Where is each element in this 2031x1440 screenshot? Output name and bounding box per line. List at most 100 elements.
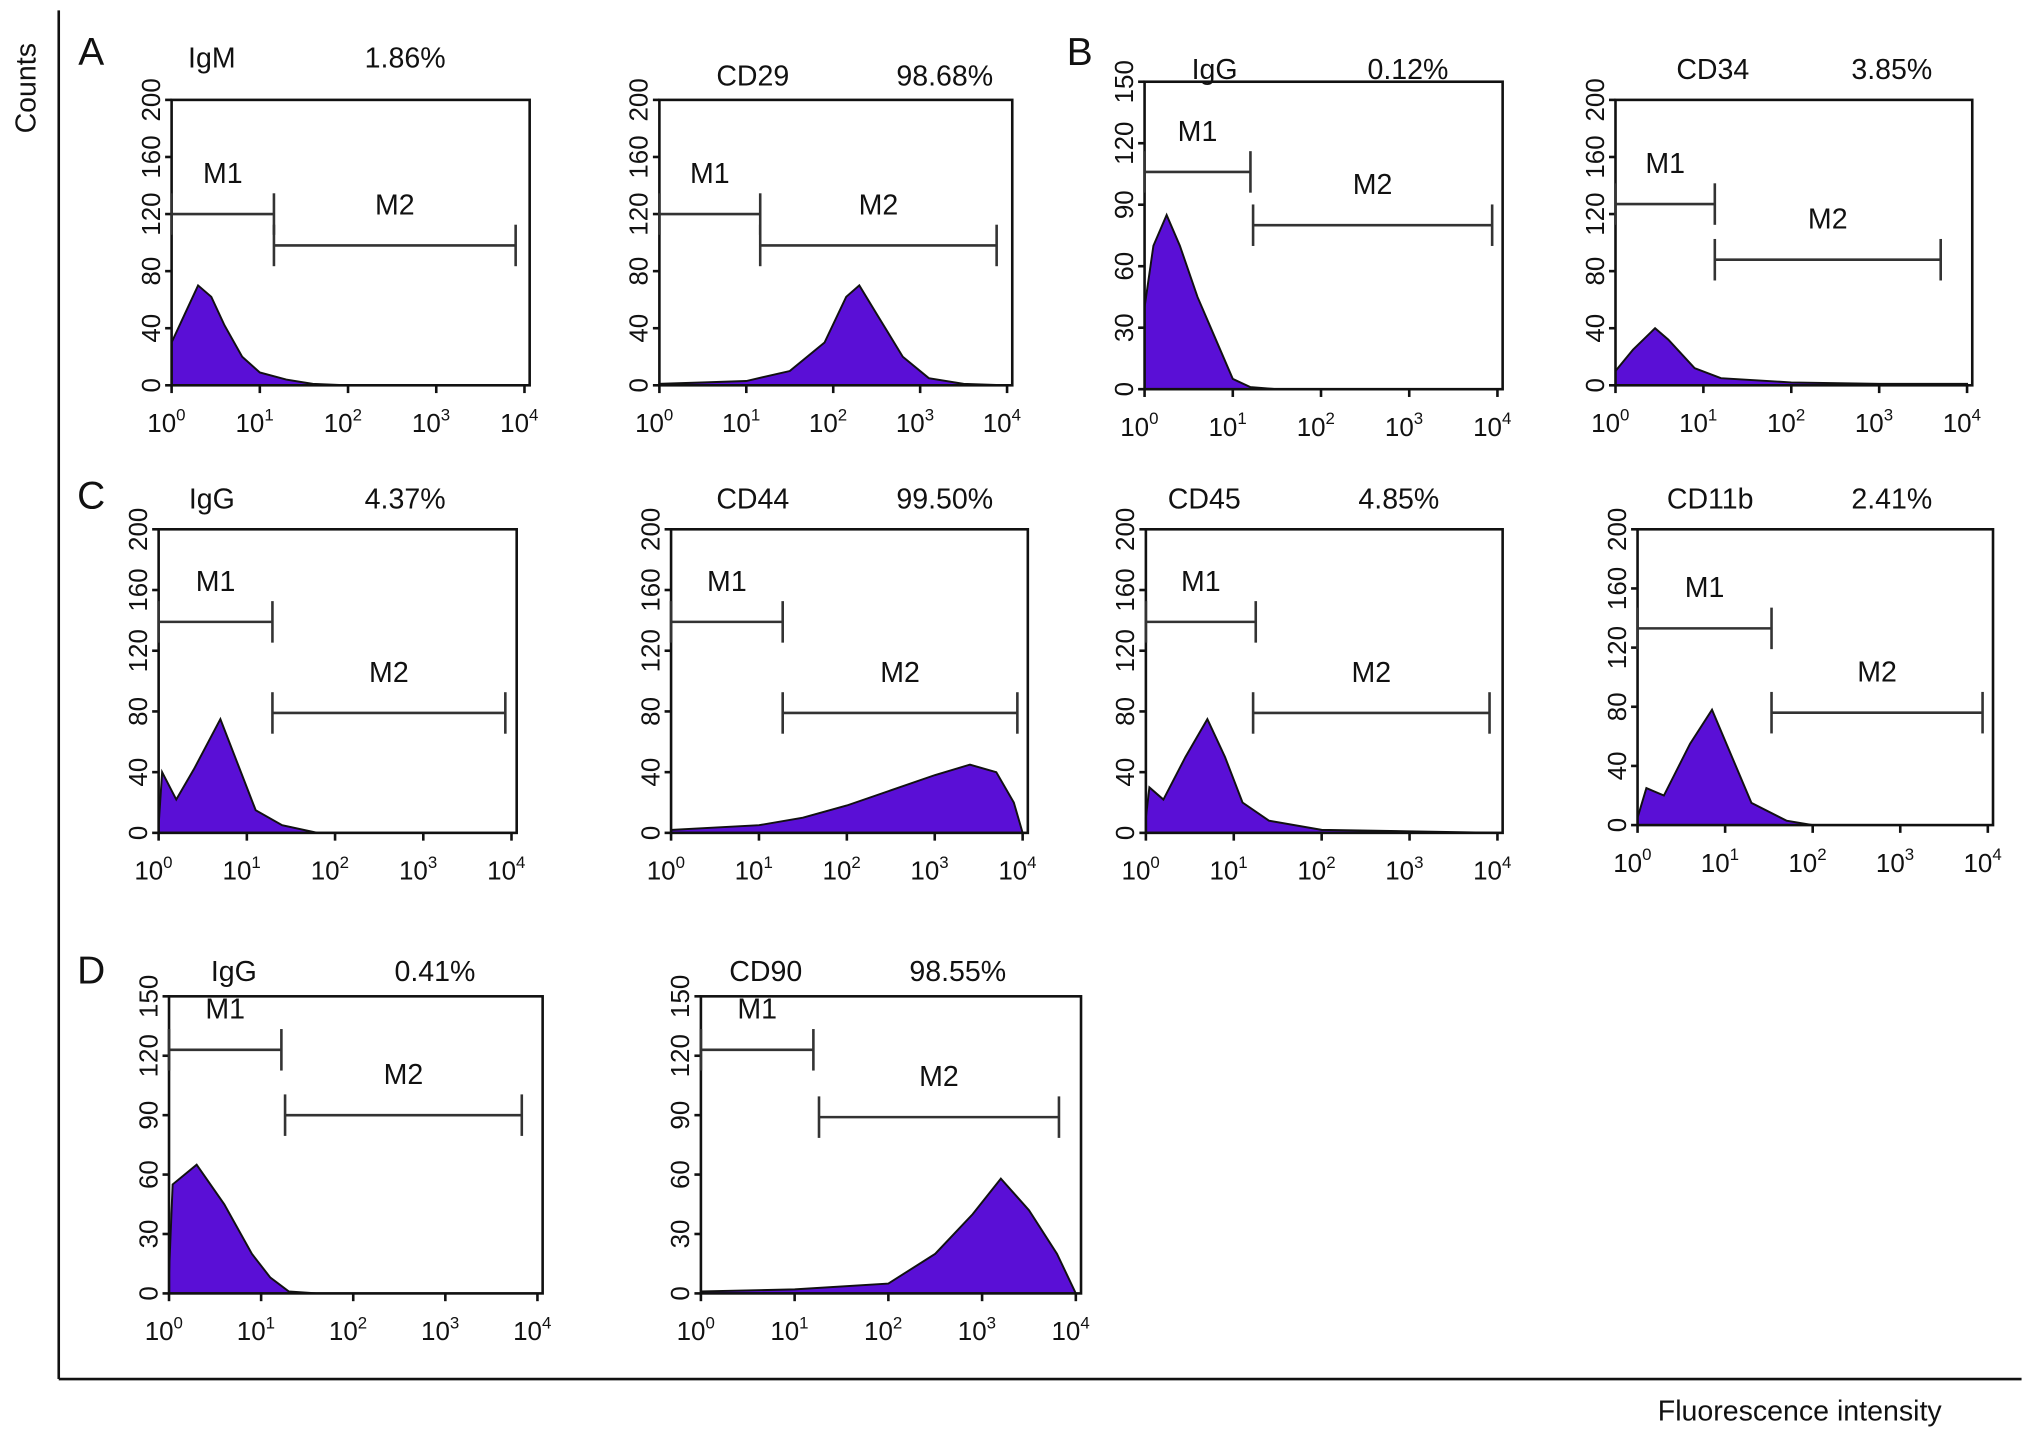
positive-percent: 0.41% — [395, 956, 476, 988]
histogram-area — [1636, 707, 1988, 827]
y-tick-label: 80 — [125, 697, 153, 726]
histogram-area — [1144, 716, 1498, 834]
x-tick-label: 104 — [513, 1313, 551, 1346]
x-tick-exponent: 4 — [516, 853, 525, 872]
x-tick-exponent: 0 — [1150, 853, 1159, 872]
x-tick-exponent: 1 — [266, 1313, 275, 1332]
y-tick-label: 80 — [1112, 697, 1140, 726]
x-tick-exponent: 0 — [1149, 409, 1158, 428]
gate-m2-label: M2 — [919, 1061, 959, 1093]
positive-percent: 3.85% — [1851, 54, 1932, 86]
y-tick-label: 160 — [1112, 568, 1140, 611]
plot-frame — [157, 528, 518, 835]
y-tick-label: 80 — [637, 697, 665, 726]
positive-percent: 98.68% — [896, 61, 993, 93]
y-tick-label: 200 — [138, 78, 166, 121]
x-tick-exponent: 4 — [542, 1313, 551, 1332]
x-tick-exponent: 0 — [1642, 845, 1651, 864]
y-tick-label: 0 — [135, 1286, 163, 1300]
plot-frame — [658, 98, 1014, 387]
x-tick-label: 102 — [311, 853, 349, 886]
y-tick-label: 120 — [637, 629, 665, 672]
x-tick-exponent: 3 — [925, 405, 934, 424]
y-tick-label: 200 — [637, 508, 665, 551]
x-tick-label: 102 — [1788, 845, 1826, 878]
x-tick-label: 103 — [1855, 405, 1893, 438]
x-tick-label: 103 — [1385, 409, 1423, 442]
x-tick-exponent: 4 — [1972, 405, 1981, 424]
x-tick-exponent: 3 — [939, 853, 948, 872]
x-tick-label: 102 — [809, 405, 847, 438]
x-tick-label: 101 — [236, 405, 274, 438]
y-tick-label: 40 — [637, 758, 665, 787]
x-tick-label: 100 — [1613, 845, 1651, 878]
x-tick-exponent: 3 — [1884, 405, 1893, 424]
marker-title: CD44 — [716, 484, 789, 516]
x-tick-label: 101 — [722, 405, 760, 438]
histogram-area — [1614, 326, 1969, 387]
plot-frame — [1144, 528, 1504, 835]
x-tick-label: 101 — [1208, 409, 1246, 442]
x-tick-label: 104 — [1052, 1313, 1090, 1346]
y-tick-label: 120 — [667, 1034, 695, 1077]
y-tick-label: 150 — [667, 975, 695, 1018]
y-axis-label: Counts — [10, 43, 42, 133]
histogram-area — [168, 1163, 538, 1295]
x-tick-exponent: 3 — [1905, 845, 1914, 864]
x-tick-label: 103 — [1385, 853, 1423, 886]
marker-title: IgG — [211, 956, 257, 988]
y-tick-label: 120 — [138, 192, 166, 235]
histogram-area — [670, 763, 1024, 834]
x-tick-label: 101 — [223, 853, 261, 886]
y-tick-label: 150 — [135, 975, 163, 1018]
x-tick-label: 103 — [399, 853, 437, 886]
plot-frame — [170, 98, 531, 387]
gate-m2-label: M2 — [384, 1059, 424, 1091]
x-tick-exponent: 0 — [705, 1313, 714, 1332]
x-tick-label: 100 — [677, 1313, 715, 1346]
x-tick-label: 103 — [896, 405, 934, 438]
x-tick-label: 100 — [147, 405, 185, 438]
y-tick-label: 120 — [1604, 626, 1632, 669]
y-tick-label: 200 — [626, 78, 654, 121]
positive-percent: 4.85% — [1358, 484, 1439, 516]
x-tick-exponent: 4 — [1027, 853, 1036, 872]
gate-m2-label: M2 — [1353, 169, 1393, 201]
panel-letter-d: D — [77, 949, 105, 992]
gate-m2-label: M2 — [1808, 204, 1848, 236]
x-tick-exponent: 1 — [1730, 845, 1739, 864]
plot-frame — [1636, 528, 1995, 827]
x-tick-exponent: 3 — [441, 405, 450, 424]
x-tick-label: 101 — [237, 1313, 275, 1346]
x-tick-label: 104 — [1943, 405, 1981, 438]
y-tick-label: 150 — [1111, 60, 1139, 103]
x-tick-exponent: 4 — [1502, 853, 1511, 872]
plot-frame — [699, 995, 1083, 1295]
x-tick-exponent: 2 — [1326, 409, 1335, 428]
y-tick-label: 200 — [125, 508, 153, 551]
y-tick-label: 200 — [1582, 78, 1610, 121]
x-tick-exponent: 4 — [1080, 1313, 1089, 1332]
x-tick-exponent: 2 — [1817, 845, 1826, 864]
gate-m1-label: M1 — [1645, 148, 1685, 180]
plot-frame — [669, 528, 1030, 835]
x-tick-exponent: 2 — [358, 1313, 367, 1332]
positive-percent: 98.55% — [909, 956, 1006, 988]
x-tick-exponent: 2 — [893, 1313, 902, 1332]
x-tick-label: 104 — [1473, 853, 1511, 886]
x-tick-label: 104 — [500, 405, 538, 438]
x-axis-label: Fluorescence intensity — [1658, 1396, 1943, 1428]
gate-m1-label: M1 — [737, 994, 777, 1026]
y-tick-label: 90 — [135, 1101, 163, 1130]
y-tick-label: 90 — [1111, 190, 1139, 219]
y-tick-label: 40 — [125, 758, 153, 787]
y-tick-label: 40 — [138, 314, 166, 343]
x-tick-exponent: 0 — [163, 853, 172, 872]
x-tick-exponent: 3 — [1414, 853, 1423, 872]
y-tick-label: 120 — [1111, 122, 1139, 165]
panel-letter-c: C — [77, 475, 105, 518]
x-tick-label: 103 — [958, 1313, 996, 1346]
